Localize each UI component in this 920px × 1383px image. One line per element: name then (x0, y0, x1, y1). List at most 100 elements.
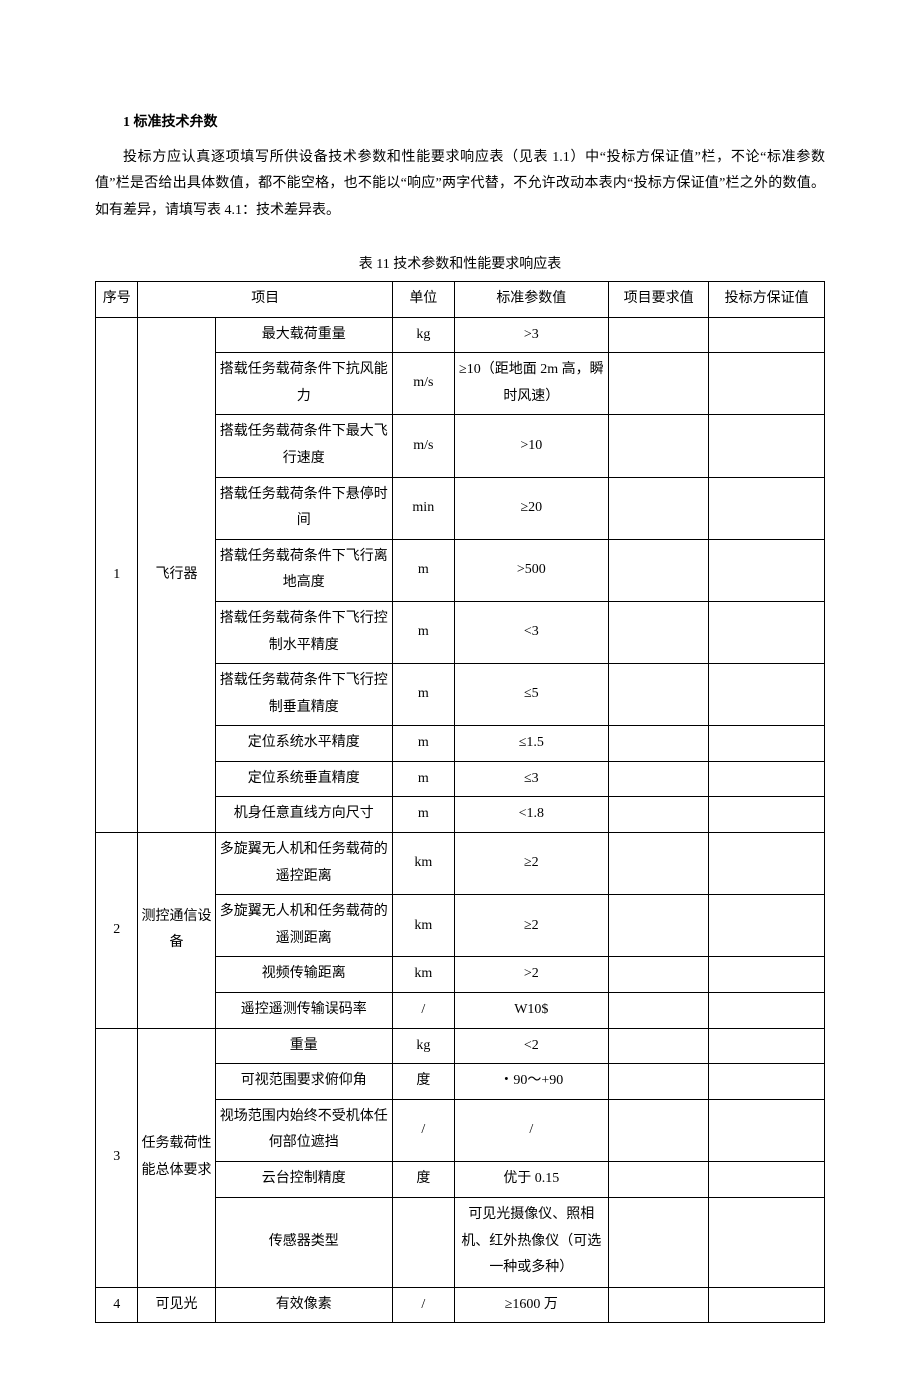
cell-req[interactable] (608, 1028, 708, 1064)
cell-req[interactable] (608, 726, 708, 762)
cell-seq: 1 (96, 317, 138, 833)
cell-category: 测控通信设备 (138, 833, 215, 1029)
table-row: 4可见光有效像素/≥1600 万 (96, 1287, 825, 1323)
cell-bid[interactable] (709, 601, 825, 663)
cell-req[interactable] (608, 539, 708, 601)
cell-unit: m (392, 726, 454, 762)
cell-bid[interactable] (709, 477, 825, 539)
header-seq: 序号 (96, 281, 138, 317)
cell-req[interactable] (608, 353, 708, 415)
cell-category: 可见光 (138, 1287, 215, 1323)
table-row: 3任务载荷性能总体要求重量kg<2 (96, 1028, 825, 1064)
cell-item: 有效像素 (215, 1287, 392, 1323)
cell-item: 传感器类型 (215, 1197, 392, 1287)
cell-req[interactable] (608, 993, 708, 1029)
cell-item: 机身任意直线方向尺寸 (215, 797, 392, 833)
cell-unit: km (392, 895, 454, 957)
cell-unit: m (392, 601, 454, 663)
cell-std: ≤5 (454, 664, 608, 726)
cell-std: >500 (454, 539, 608, 601)
cell-bid[interactable] (709, 1064, 825, 1100)
cell-unit: 度 (392, 1162, 454, 1198)
cell-item: 搭载任务载荷条件下飞行控制垂直精度 (215, 664, 392, 726)
cell-item: 搭载任务载荷条件下悬停时间 (215, 477, 392, 539)
cell-req[interactable] (608, 1162, 708, 1198)
cell-req[interactable] (608, 601, 708, 663)
cell-item: 遥控遥测传输误码率 (215, 993, 392, 1029)
cell-std: <1.8 (454, 797, 608, 833)
cell-bid[interactable] (709, 353, 825, 415)
cell-unit: m (392, 664, 454, 726)
header-req: 项目要求值 (608, 281, 708, 317)
cell-std: >10 (454, 415, 608, 477)
cell-bid[interactable] (709, 1197, 825, 1287)
cell-std: ≥20 (454, 477, 608, 539)
cell-bid[interactable] (709, 833, 825, 895)
cell-bid[interactable] (709, 415, 825, 477)
cell-req[interactable] (608, 895, 708, 957)
cell-bid[interactable] (709, 1162, 825, 1198)
cell-item: 搭载任务载荷条件下飞行控制水平精度 (215, 601, 392, 663)
cell-item: 可视范围要求俯仰角 (215, 1064, 392, 1100)
cell-bid[interactable] (709, 895, 825, 957)
cell-bid[interactable] (709, 1028, 825, 1064)
cell-unit: 度 (392, 1064, 454, 1100)
cell-item: 视频传输距离 (215, 957, 392, 993)
cell-bid[interactable] (709, 664, 825, 726)
header-project: 项目 (138, 281, 393, 317)
cell-std: >3 (454, 317, 608, 353)
cell-bid[interactable] (709, 797, 825, 833)
cell-item: 最大载荷重量 (215, 317, 392, 353)
cell-seq: 2 (96, 833, 138, 1029)
cell-unit: m/s (392, 415, 454, 477)
cell-std: ≥1600 万 (454, 1287, 608, 1323)
cell-std: <2 (454, 1028, 608, 1064)
cell-req[interactable] (608, 761, 708, 797)
cell-category: 任务载荷性能总体要求 (138, 1028, 215, 1287)
header-std: 标准参数值 (454, 281, 608, 317)
cell-std: ≥2 (454, 895, 608, 957)
cell-req[interactable] (608, 477, 708, 539)
cell-req[interactable] (608, 1197, 708, 1287)
cell-std: ≥2 (454, 833, 608, 895)
cell-bid[interactable] (709, 726, 825, 762)
cell-bid[interactable] (709, 1099, 825, 1161)
cell-seq: 3 (96, 1028, 138, 1287)
cell-item: 搭载任务载荷条件下最大飞行速度 (215, 415, 392, 477)
cell-unit (392, 1197, 454, 1287)
cell-seq: 4 (96, 1287, 138, 1323)
cell-item: 定位系统水平精度 (215, 726, 392, 762)
cell-bid[interactable] (709, 317, 825, 353)
cell-req[interactable] (608, 1287, 708, 1323)
cell-item: 多旋翼无人机和任务载荷的遥控距离 (215, 833, 392, 895)
cell-std: ≤1.5 (454, 726, 608, 762)
header-bid: 投标方保证值 (709, 281, 825, 317)
cell-bid[interactable] (709, 1287, 825, 1323)
cell-unit: kg (392, 317, 454, 353)
cell-bid[interactable] (709, 957, 825, 993)
cell-bid[interactable] (709, 761, 825, 797)
cell-bid[interactable] (709, 539, 825, 601)
cell-item: 搭载任务载荷条件下抗风能力 (215, 353, 392, 415)
cell-item: 重量 (215, 1028, 392, 1064)
cell-unit: / (392, 1287, 454, 1323)
cell-unit: km (392, 957, 454, 993)
header-unit: 单位 (392, 281, 454, 317)
cell-std: <3 (454, 601, 608, 663)
cell-req[interactable] (608, 415, 708, 477)
cell-std: ≥10（距地面 2m 高，瞬时风速） (454, 353, 608, 415)
table-header-row: 序号 项目 单位 标准参数值 项目要求值 投标方保证值 (96, 281, 825, 317)
cell-unit: / (392, 993, 454, 1029)
cell-req[interactable] (608, 317, 708, 353)
cell-req[interactable] (608, 1099, 708, 1161)
cell-bid[interactable] (709, 993, 825, 1029)
cell-req[interactable] (608, 833, 708, 895)
cell-std: ≤3 (454, 761, 608, 797)
intro-paragraph: 投标方应认真逐项填写所供设备技术参数和性能要求响应表（见表 1.1）中“投标方保… (95, 145, 825, 225)
table-row: 2测控通信设备多旋翼无人机和任务载荷的遥控距离km≥2 (96, 833, 825, 895)
cell-req[interactable] (608, 957, 708, 993)
cell-unit: m (392, 761, 454, 797)
cell-req[interactable] (608, 664, 708, 726)
cell-req[interactable] (608, 797, 708, 833)
cell-req[interactable] (608, 1064, 708, 1100)
